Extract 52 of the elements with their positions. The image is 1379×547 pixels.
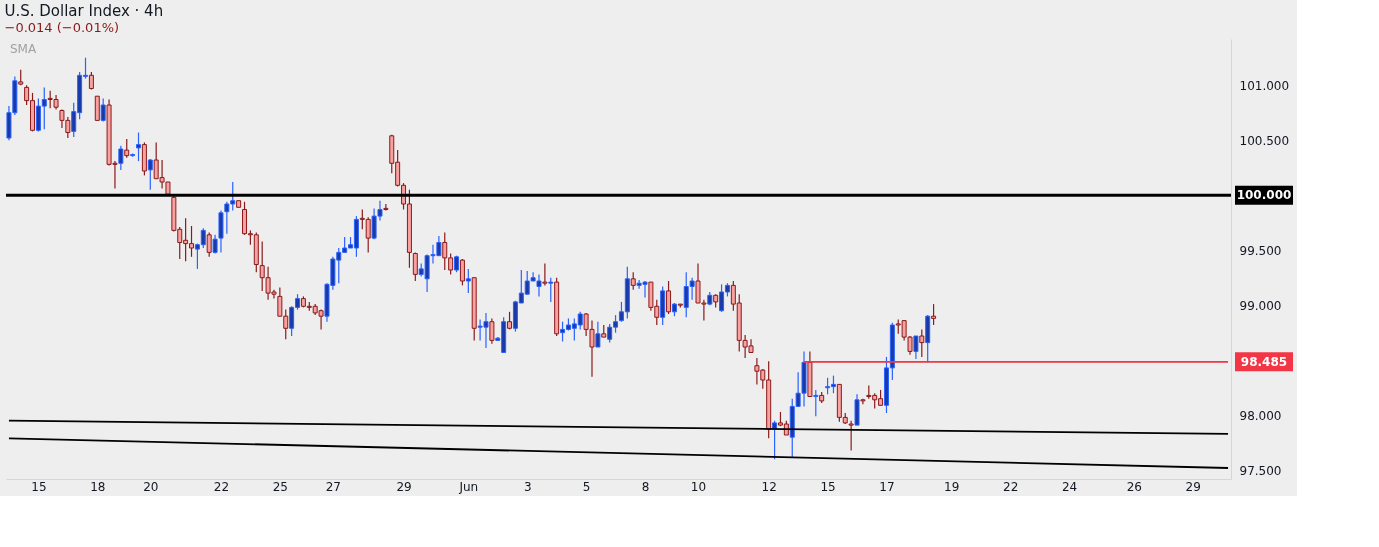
y-tick-label: 99.500	[1239, 243, 1282, 258]
x-tick-label: 24	[1061, 479, 1078, 494]
ref-line-label: 100.000	[1236, 188, 1292, 203]
x-tick-label: 8	[641, 479, 650, 494]
x-tick-label: 12	[761, 479, 777, 494]
series-label: 98.485	[1240, 354, 1288, 369]
x-tick-label: 17	[879, 479, 895, 494]
candlestick	[124, 138, 130, 159]
y-tick-label: 100.500	[1239, 133, 1290, 148]
x-tick-label: 19	[944, 479, 960, 494]
chart-title: U.S. Dollar Index · 4h	[4, 2, 164, 20]
candlestick	[489, 317, 495, 345]
candlestick	[412, 251, 418, 282]
candlestick	[666, 280, 672, 315]
candlestick	[465, 268, 471, 294]
candlestick	[118, 145, 124, 171]
x-tick-label: 25	[272, 479, 288, 494]
x-tick-label: 5	[582, 479, 591, 494]
candlestick	[931, 303, 937, 326]
x-tick-label: 20	[143, 479, 159, 494]
x-tick-label: 22	[213, 479, 230, 494]
candlestick	[913, 335, 919, 360]
x-tick-label: 27	[325, 479, 341, 494]
candlestick	[136, 131, 142, 162]
x-tick-label: 29	[1185, 479, 1201, 494]
x-tick-label: 10	[690, 479, 707, 494]
candlestick	[147, 158, 153, 191]
x-tick-label: 26	[1126, 479, 1142, 494]
candlestick	[772, 420, 778, 460]
x-tick-label: 29	[396, 479, 412, 494]
candlestick	[383, 203, 389, 212]
y-tick-label: 97.500	[1239, 463, 1282, 478]
candlestick	[595, 321, 601, 348]
chart-subtitle: −0.014 (−0.01%)	[4, 20, 120, 35]
x-tick-label: 3	[523, 479, 532, 494]
candlestick	[100, 97, 106, 123]
x-tick-label: 15	[31, 479, 47, 494]
candlestick	[813, 389, 819, 417]
candlestick	[548, 277, 554, 303]
y-tick-label: 99.000	[1239, 298, 1282, 313]
x-tick-label: 22	[1003, 479, 1019, 494]
x-tick-label: Jun	[458, 479, 479, 494]
x-tick-label: 15	[820, 479, 836, 494]
y-tick-label: 98.000	[1239, 408, 1282, 423]
annotation: SMA	[10, 42, 37, 56]
y-tick-label: 101.000	[1239, 78, 1290, 93]
candlestick	[542, 262, 548, 286]
candlestick	[919, 328, 925, 358]
candlestick	[206, 232, 212, 258]
candlestick	[212, 234, 218, 255]
candlestick	[459, 258, 465, 286]
x-tick-label: 18	[90, 479, 106, 494]
